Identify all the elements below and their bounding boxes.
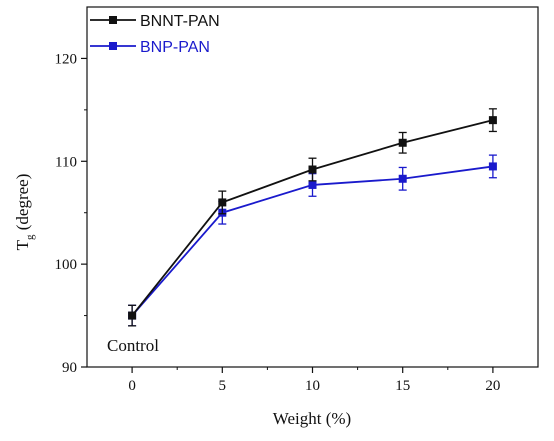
data-point-bnp-pan (398, 174, 407, 183)
x-tick-label: 0 (128, 378, 136, 394)
x-axis-label: Weight (%) (273, 409, 351, 428)
y-axis-label-subscript: g (24, 234, 36, 240)
data-point-bnnt-pan (218, 198, 227, 207)
series-line-bnnt-pan (131, 119, 494, 317)
y-tick-label: 90 (62, 360, 77, 376)
y-tick-label: 120 (55, 51, 78, 67)
x-tick-label: 15 (395, 378, 410, 394)
data-point-bnnt-pan (128, 311, 137, 320)
annotation-control: Control (107, 336, 159, 355)
x-tick-label: 5 (219, 378, 227, 394)
legend-marker-bnnt-pan (109, 16, 117, 24)
y-tick-label: 100 (55, 257, 78, 273)
data-point-bnp-pan (488, 162, 497, 171)
data-point-bnnt-pan (398, 138, 407, 147)
x-tick-label: 10 (305, 378, 320, 394)
legend-marker-bnp-pan (109, 42, 117, 50)
y-tick-label: 110 (55, 154, 77, 170)
y-axis-label: Tg (degree) (13, 174, 36, 251)
legend: BNNT-PAN BNP-PAN (90, 13, 220, 56)
plot-layer: 0 5 10 15 20 90 100 110 120 (55, 6, 539, 394)
data-point-bnp-pan (308, 180, 317, 189)
y-axis-label-main: T (13, 239, 32, 250)
legend-label-bnp-pan: BNP-PAN (140, 39, 210, 56)
data-point-bnnt-pan (308, 165, 317, 174)
data-point-bnnt-pan (488, 116, 497, 125)
x-tick-label: 20 (485, 378, 500, 394)
marks-layer (128, 108, 497, 327)
legend-label-bnnt-pan: BNNT-PAN (140, 13, 220, 30)
y-axis-label-rest: (degree) (13, 174, 32, 235)
